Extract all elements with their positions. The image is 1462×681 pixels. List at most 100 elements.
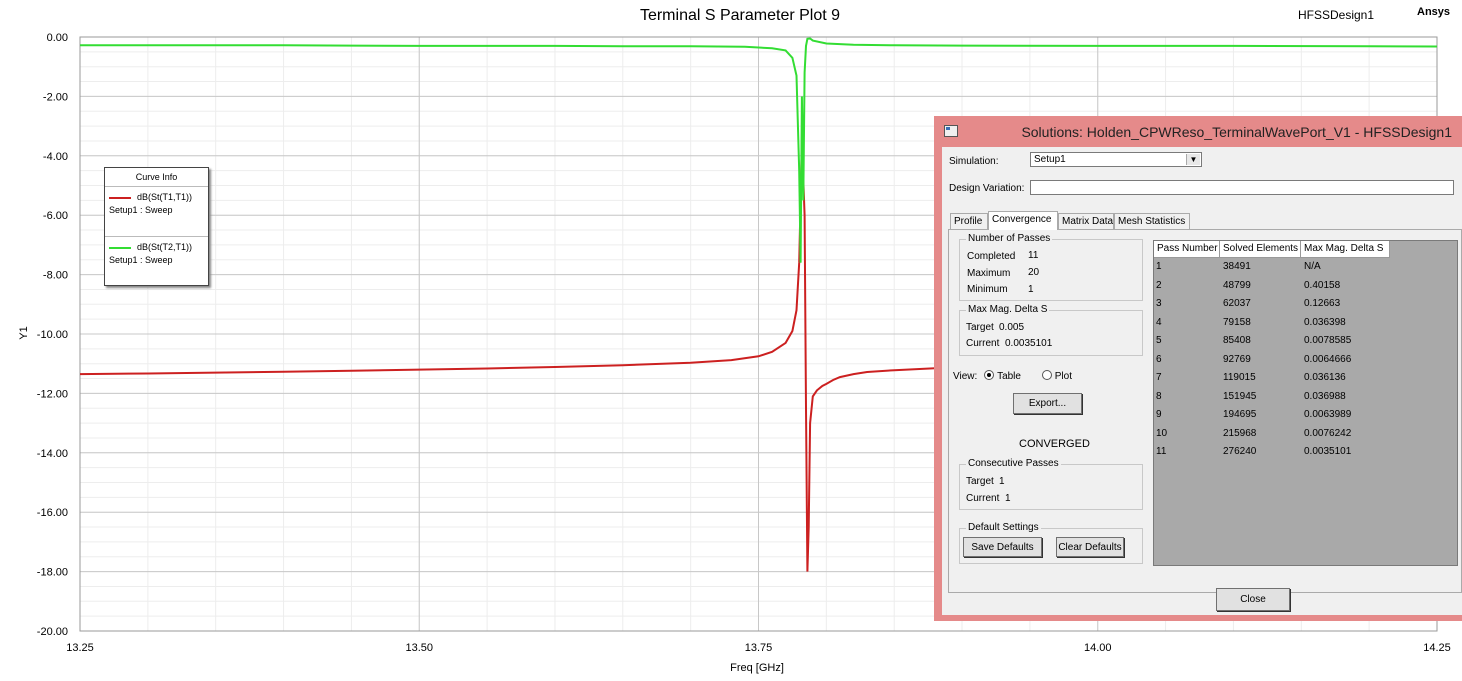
y-tick-label: -12.00 (37, 388, 68, 400)
consecutive-current-label: Current (966, 493, 1000, 504)
view-plot-label: Plot (1054, 371, 1072, 382)
column-header-pass-number[interactable]: Pass Number (1154, 241, 1220, 258)
y-tick-label: -6.00 (43, 210, 68, 222)
cell-solved-elements: 62037 (1223, 298, 1251, 309)
cell-pass-number: 9 (1156, 409, 1162, 420)
design-variation-field[interactable] (1030, 180, 1454, 195)
cell-solved-elements: 79158 (1223, 316, 1251, 328)
legend-entry: dB(St(T1,T1)) Setup1 : Sweep (109, 192, 207, 215)
cell-pass-number: 3 (1156, 298, 1162, 309)
cell-solved-elements: 151945 (1223, 390, 1257, 402)
y-tick-label: -8.00 (43, 270, 68, 282)
cell-max-mag-delta: 0.0078585 (1304, 335, 1352, 346)
group-title: Consecutive Passes (966, 458, 1061, 469)
tab-matrix-data[interactable]: Matrix Data (1058, 213, 1114, 229)
dialog-title: Solutions: Holden_CPWReso_TerminalWavePo… (1021, 124, 1452, 140)
design-variation-label: Design Variation: (949, 183, 1025, 194)
legend-title: Curve Info (105, 172, 208, 187)
curve-info-legend[interactable]: Curve Info dB(St(T1,T1)) Setup1 : Sweep … (104, 167, 209, 286)
save-defaults-button[interactable]: Save Defaults (963, 537, 1042, 557)
x-tick-label: 14.25 (1423, 642, 1451, 654)
cell-solved-elements: 92769 (1223, 353, 1251, 365)
solutions-dialog: Solutions: Holden_CPWReso_TerminalWavePo… (934, 116, 1462, 621)
table-row[interactable]: 3 62037 0.12663 (1154, 295, 1454, 314)
dialog-titlebar[interactable]: Solutions: Holden_CPWReso_TerminalWavePo… (934, 116, 1462, 146)
y-tick-label: -14.00 (37, 448, 68, 460)
cell-pass-number: 8 (1156, 390, 1162, 402)
simulation-label: Simulation: (949, 156, 999, 167)
delta-current-value: 0.0035101 (1005, 338, 1053, 349)
series-line-s11[interactable] (79, 140, 935, 572)
cell-pass-number: 5 (1156, 335, 1162, 346)
cell-pass-number: 2 (1156, 279, 1162, 291)
max-mag-delta-group: Max Mag. Delta S Target 0.005 Current 0.… (959, 304, 1143, 356)
column-header-max-mag-delta[interactable]: Max Mag. Delta S (1301, 241, 1390, 258)
consecutive-target-value: 1 (999, 476, 1005, 487)
legend-series-source: Setup1 : Sweep (109, 255, 173, 265)
delta-current-label: Current (966, 338, 1000, 349)
table-row[interactable]: 10 215968 0.0076242 (1154, 425, 1454, 444)
table-row[interactable]: 7 119015 0.036136 (1154, 369, 1454, 388)
delta-target-label: Target (966, 322, 994, 333)
radio-unselected-icon[interactable] (1041, 370, 1052, 380)
tab-mesh-statistics[interactable]: Mesh Statistics (1114, 213, 1190, 229)
maximum-value: 20 (1028, 267, 1040, 278)
cell-solved-elements: 48799 (1223, 279, 1251, 291)
cell-pass-number: 6 (1156, 353, 1162, 365)
y-axis-label: Y1 (18, 326, 30, 339)
cell-max-mag-delta: 0.036136 (1304, 372, 1346, 383)
table-header: Pass Number Solved Elements Max Mag. Del… (1154, 241, 1390, 258)
cell-solved-elements: 215968 (1223, 427, 1257, 439)
plot-title: Terminal S Parameter Plot 9 (639, 7, 841, 24)
view-plot-radio[interactable]: Plot (1041, 370, 1072, 382)
tab-convergence[interactable]: Convergence (988, 211, 1058, 230)
table-row[interactable]: 1 38491 N/A (1154, 258, 1454, 277)
cell-max-mag-delta: 0.036398 (1304, 316, 1346, 328)
chevron-down-icon[interactable]: ▼ (1186, 154, 1200, 165)
table-row[interactable]: 4 79158 0.036398 (1154, 314, 1454, 333)
clear-defaults-button[interactable]: Clear Defaults (1056, 537, 1124, 557)
cell-solved-elements: 119015 (1223, 372, 1256, 383)
legend-swatch-green (109, 246, 131, 249)
design-name: HFSSDesign1 (1298, 8, 1375, 22)
radio-selected-icon[interactable] (984, 370, 995, 380)
x-tick-label: 14.00 (1084, 642, 1112, 654)
group-title: Default Settings (966, 522, 1041, 533)
cell-pass-number: 10 (1156, 427, 1168, 439)
x-axis-label: Freq [GHz] (730, 662, 784, 674)
convergence-table[interactable]: Pass Number Solved Elements Max Mag. Del… (1153, 240, 1458, 566)
convergence-status: CONVERGED (1019, 438, 1090, 450)
table-row[interactable]: 6 92769 0.0064666 (1154, 351, 1454, 370)
table-row[interactable]: 2 48799 0.40158 (1154, 277, 1454, 296)
view-table-radio[interactable]: Table (984, 370, 1021, 382)
cell-max-mag-delta: 0.0076242 (1304, 427, 1352, 439)
series-line-s21[interactable] (80, 37, 1438, 263)
minimum-value: 1 (1028, 284, 1034, 295)
cell-max-mag-delta: N/A (1304, 261, 1321, 272)
y-tick-label: 0.00 (47, 32, 68, 44)
legend-entry: dB(St(T2,T1)) Setup1 : Sweep (109, 242, 207, 265)
simulation-select[interactable]: Setup1 ▼ (1030, 152, 1202, 167)
view-table-label: Table (997, 371, 1021, 382)
completed-value: 11 (1028, 250, 1039, 261)
x-tick-label: 13.75 (745, 642, 773, 654)
close-button[interactable]: Close (1216, 588, 1290, 611)
table-row[interactable]: 8 151945 0.036988 (1154, 388, 1454, 407)
column-header-solved-elements[interactable]: Solved Elements (1220, 241, 1301, 258)
table-row[interactable]: 5 85408 0.0078585 (1154, 332, 1454, 351)
tab-profile[interactable]: Profile (950, 213, 988, 229)
dialog-client: Simulation: Setup1 ▼ Design Variation: P… (942, 147, 1462, 615)
y-tick-label: -20.00 (37, 626, 68, 638)
number-of-passes-group: Number of Passes Completed 11 Maximum 20… (959, 233, 1143, 301)
y-tick-label: -2.00 (43, 91, 68, 103)
y-tick-label: -18.00 (37, 567, 68, 579)
table-row[interactable]: 9 194695 0.0063989 (1154, 406, 1454, 425)
minimum-label: Minimum (967, 284, 1008, 295)
consecutive-passes-group: Consecutive Passes Target 1 Current 1 (959, 458, 1143, 510)
table-row[interactable]: 11 276240 0.0035101 (1154, 443, 1454, 462)
convergence-panel: Number of Passes Completed 11 Maximum 20… (948, 229, 1462, 593)
window-menu-icon[interactable] (944, 125, 958, 137)
cell-solved-elements: 38491 (1223, 261, 1251, 272)
export-button[interactable]: Export... (1013, 393, 1082, 414)
completed-label: Completed (967, 251, 1016, 262)
